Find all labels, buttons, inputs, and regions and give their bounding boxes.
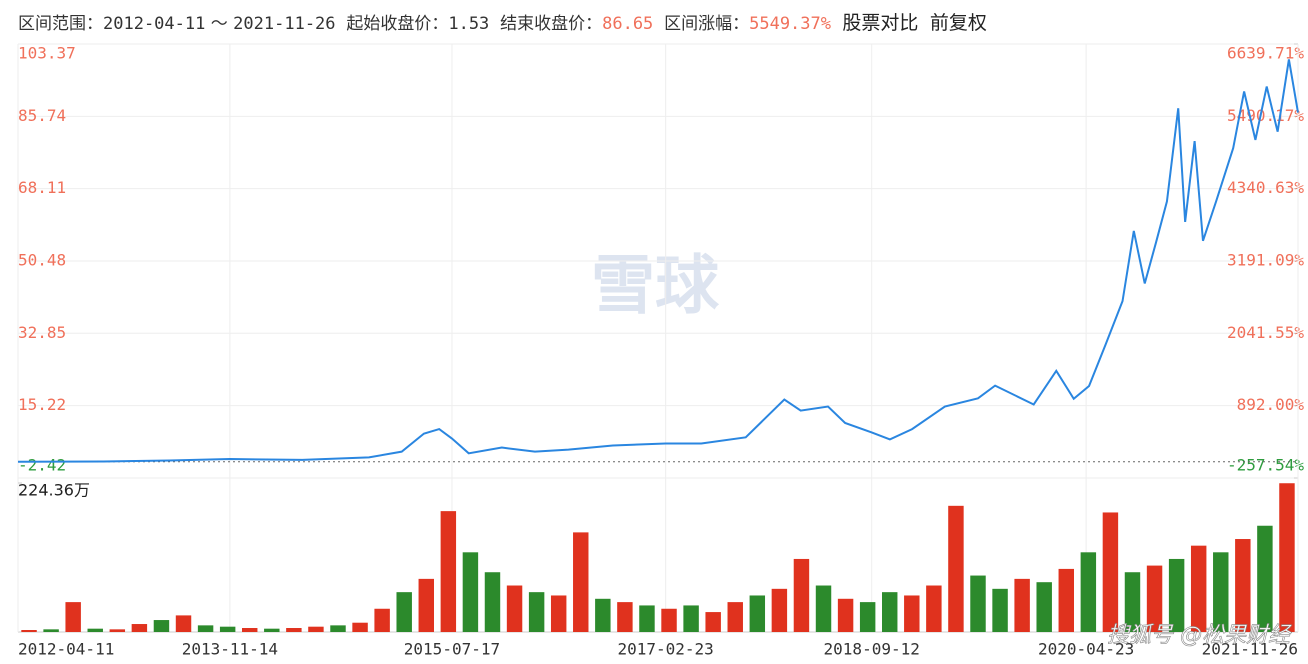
- volume-max-label: 224.36万: [18, 481, 90, 500]
- volume-bar: [1146, 565, 1163, 632]
- volume-bar: [815, 585, 832, 632]
- volume-bar: [595, 598, 611, 632]
- volume-bar: [926, 585, 942, 632]
- volume-bar: [992, 588, 1008, 632]
- volume-bar: [87, 628, 103, 632]
- volume-bar: [1058, 568, 1074, 632]
- volume-bar: [904, 595, 920, 632]
- volume-bar: [550, 595, 567, 632]
- y-tick-label: 103.37: [18, 44, 76, 63]
- y-tick-label: 15.22: [18, 395, 66, 414]
- y2-tick-label: -257.54%: [1227, 456, 1304, 475]
- volume-bar: [264, 628, 280, 632]
- volume-bar: [286, 628, 302, 632]
- y-tick-label: 32.85: [18, 323, 66, 342]
- volume-bar: [109, 629, 126, 632]
- volume-bar: [506, 585, 523, 632]
- volume-bar: [859, 602, 876, 632]
- volume-bar: [1080, 552, 1097, 632]
- date: 2012-04-11: [103, 14, 206, 34]
- watermark: 搜狐号 @松果财经: [1107, 623, 1292, 648]
- volume-bar: [242, 628, 258, 632]
- volume-bar: [683, 605, 699, 632]
- volume-bar: [440, 511, 457, 632]
- date: 2021-11-26: [233, 14, 336, 34]
- watermark: 雪球: [591, 250, 720, 324]
- y-tick-label: 50.48: [18, 250, 66, 269]
- label: 起始收盘价：: [346, 14, 449, 34]
- y2-tick-label: 892.00%: [1237, 395, 1305, 414]
- header: 区间范围：2012-04-11 ～ 2021-11-26 起始收盘价：1.53 …: [18, 8, 987, 35]
- volume-bar: [528, 592, 545, 632]
- y2-tick-label: 5490.17%: [1227, 106, 1304, 125]
- volume-bar: [1213, 552, 1229, 632]
- volume-bar: [396, 592, 412, 632]
- label: 区间涨幅：: [664, 14, 750, 34]
- value: 86.65: [602, 14, 654, 34]
- adjust-button[interactable]: 前复权: [929, 12, 987, 34]
- volume-bar: [175, 615, 192, 632]
- volume-bar: [617, 602, 633, 632]
- volume-bar: [131, 624, 148, 632]
- volume-bar: [727, 602, 743, 632]
- volume-bar: [219, 626, 236, 632]
- volume-bar: [948, 505, 964, 632]
- volume-bar: [573, 532, 589, 632]
- volume-bar: [352, 622, 368, 632]
- volume-bar: [882, 592, 898, 632]
- volume-bar: [705, 612, 721, 632]
- volume-bar: [970, 575, 986, 632]
- label: 区间范围：: [18, 14, 103, 34]
- volume-bar: [308, 626, 324, 632]
- x-tick-label: 2017-02-23: [617, 640, 713, 659]
- volume-bar: [65, 602, 81, 632]
- y2-tick-label: 4340.63%: [1227, 178, 1304, 197]
- volume-bar: [1102, 512, 1119, 632]
- volume-bar: [43, 629, 59, 632]
- volume-bar: [771, 588, 788, 632]
- y-tick-label: 68.11: [18, 178, 66, 197]
- volume-bar: [21, 630, 37, 632]
- x-tick-label: 2018-09-12: [824, 640, 920, 659]
- y2-tick-label: 6639.71%: [1227, 44, 1304, 63]
- price-line: [17, 59, 1299, 463]
- volume-bar: [197, 625, 214, 632]
- volume-bar: [1014, 578, 1030, 632]
- volume-bar: [484, 572, 501, 632]
- volume-bar: [639, 605, 655, 632]
- volume-bar: [837, 598, 854, 632]
- volume-bar: [1168, 558, 1185, 632]
- separator: ～: [210, 14, 228, 34]
- volume-bar: [462, 552, 479, 632]
- y2-tick-label: 3191.09%: [1227, 250, 1304, 269]
- y-tick-label: -2.42: [18, 456, 66, 475]
- y-tick-label: 85.74: [18, 106, 66, 125]
- volume-bar: [1190, 545, 1207, 632]
- volume-bar: [793, 558, 810, 632]
- volume-bar: [418, 578, 434, 632]
- volume-bar: [1124, 572, 1141, 632]
- volume-bar: [1279, 483, 1295, 632]
- label: 结束收盘价：: [500, 14, 603, 34]
- x-tick-label: 2015-07-17: [404, 640, 500, 659]
- x-tick-label: 2020-04-23: [1038, 640, 1134, 659]
- volume-bar: [1235, 539, 1251, 632]
- volume-bar: [374, 608, 390, 632]
- compare-button[interactable]: 股票对比: [842, 12, 919, 34]
- value: 5549.37%: [749, 14, 831, 34]
- x-tick-label: 2021-11-26: [1202, 640, 1298, 659]
- x-tick-label: 2012-04-11: [18, 640, 114, 659]
- y2-tick-label: 2041.55%: [1227, 323, 1304, 342]
- volume-bar: [1257, 525, 1273, 632]
- volume-bar: [153, 620, 170, 632]
- x-tick-label: 2013-11-14: [182, 640, 278, 659]
- volume-bar: [661, 608, 677, 632]
- value: 1.53: [448, 14, 490, 34]
- volume-bar: [749, 595, 766, 632]
- volume-bar: [1036, 582, 1052, 632]
- volume-bar: [330, 625, 346, 632]
